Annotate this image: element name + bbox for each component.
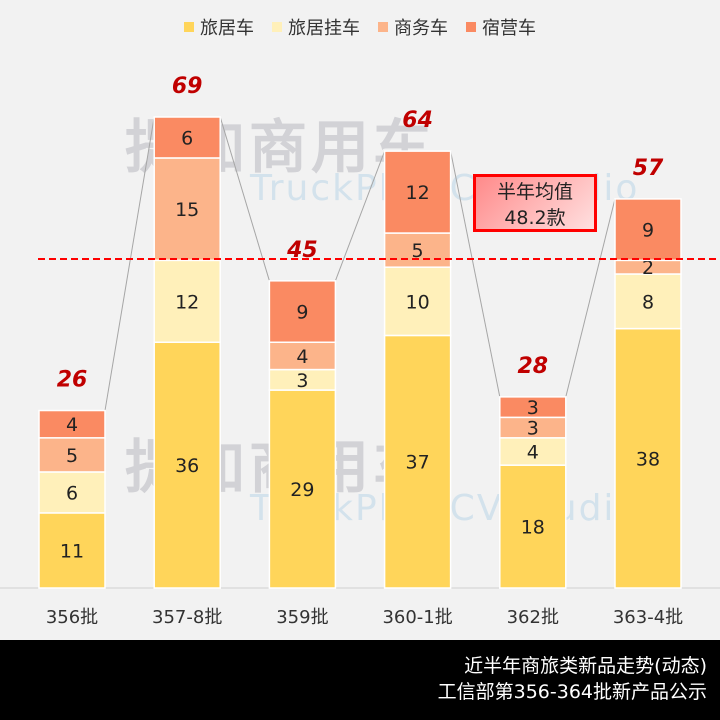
bar-segment bbox=[38, 437, 106, 473]
segment-label: 9 bbox=[642, 220, 654, 242]
legend-swatch bbox=[378, 22, 388, 32]
segment-label: 4 bbox=[296, 346, 308, 368]
bar-segment bbox=[499, 396, 567, 419]
segment-label: 2 bbox=[642, 257, 654, 279]
segment-label: 37 bbox=[406, 452, 430, 474]
segment-label: 36 bbox=[175, 455, 199, 477]
average-value: 48.2款 bbox=[504, 207, 566, 229]
segment-label: 3 bbox=[296, 370, 308, 392]
bar-segment bbox=[38, 512, 106, 589]
legend-label: 旅居车 bbox=[200, 18, 254, 39]
legend-swatch bbox=[466, 22, 476, 32]
legend-swatch bbox=[184, 22, 194, 32]
segment-label: 9 bbox=[296, 302, 308, 324]
x-tick-label: 363-4批 bbox=[613, 607, 683, 628]
segment-label: 6 bbox=[181, 127, 193, 149]
legend-item: 旅居车 bbox=[184, 14, 254, 40]
total-label: 57 bbox=[633, 156, 664, 181]
total-label: 64 bbox=[402, 108, 433, 133]
segment-label: 5 bbox=[66, 445, 78, 467]
connector-line bbox=[334, 150, 386, 282]
average-label: 半年均值 bbox=[496, 181, 573, 203]
total-label: 45 bbox=[286, 238, 318, 263]
bar-segment bbox=[38, 409, 106, 439]
segment-label: 4 bbox=[66, 414, 78, 436]
stacked-bar-chart: 1165426356批361215669357-8批2934945359批371… bbox=[0, 74, 720, 628]
bar-segment bbox=[383, 266, 452, 337]
bar-segment bbox=[153, 157, 221, 262]
bar-segment bbox=[153, 116, 221, 159]
segment-label: 18 bbox=[521, 517, 545, 539]
bar-segment bbox=[153, 341, 221, 589]
segment-label: 3 bbox=[527, 397, 539, 419]
legend: 旅居车 旅居挂车 商务车 宿营车 bbox=[0, 14, 720, 40]
footer-subtitle: 工信部第356-364批新产品公示 bbox=[437, 681, 707, 703]
segment-label: 10 bbox=[406, 291, 430, 313]
legend-item: 宿营车 bbox=[466, 14, 536, 40]
connector-line bbox=[565, 198, 616, 397]
bar-segment bbox=[268, 341, 337, 371]
segment-label: 8 bbox=[642, 291, 654, 313]
segment-label: 6 bbox=[66, 482, 78, 504]
segment-label: 29 bbox=[290, 479, 314, 501]
legend-item: 旅居挂车 bbox=[272, 14, 360, 40]
bar-segment bbox=[153, 259, 221, 344]
legend-swatch bbox=[272, 22, 282, 32]
bar-segment bbox=[383, 150, 452, 234]
connector-line bbox=[104, 116, 155, 411]
bar-segment bbox=[614, 273, 682, 330]
legend-label: 宿营车 bbox=[482, 18, 536, 39]
x-tick-label: 360-1批 bbox=[382, 607, 452, 628]
total-label: 26 bbox=[57, 368, 88, 393]
x-tick-label: 359批 bbox=[276, 607, 328, 628]
bar-segment bbox=[499, 437, 567, 466]
segment-label: 15 bbox=[175, 199, 199, 221]
total-label: 69 bbox=[172, 74, 203, 99]
bar-segment bbox=[383, 334, 452, 589]
legend-item: 商务车 bbox=[378, 14, 448, 40]
x-tick-label: 356批 bbox=[46, 607, 98, 628]
footer: 近半年商旅类新品走势(动态) 工信部第356-364批新产品公示 bbox=[0, 640, 720, 720]
segment-label: 12 bbox=[406, 182, 430, 204]
x-tick-label: 357-8批 bbox=[152, 607, 222, 628]
segment-label: 5 bbox=[412, 240, 424, 262]
bar-segment bbox=[614, 327, 682, 589]
x-tick-label: 362批 bbox=[507, 607, 559, 628]
connector-line bbox=[219, 116, 270, 281]
bar-segment bbox=[38, 471, 106, 514]
segment-label: 3 bbox=[527, 418, 539, 440]
segment-label: 12 bbox=[175, 291, 199, 313]
average-callout: 半年均值 48.2款 bbox=[473, 174, 597, 232]
connector-line bbox=[450, 151, 501, 397]
legend-label: 旅居挂车 bbox=[288, 18, 360, 39]
bar-segment bbox=[499, 464, 567, 589]
footer-title: 近半年商旅类新品走势(动态) bbox=[464, 655, 707, 677]
segment-label: 11 bbox=[60, 540, 84, 562]
bar-segment bbox=[383, 232, 452, 268]
bar-segment bbox=[614, 198, 682, 262]
bar-segment bbox=[268, 389, 337, 589]
legend-label: 商务车 bbox=[394, 18, 448, 39]
total-label: 28 bbox=[517, 354, 548, 379]
segment-label: 38 bbox=[636, 448, 660, 470]
segment-label: 4 bbox=[527, 441, 539, 463]
bar-segment bbox=[268, 280, 337, 344]
